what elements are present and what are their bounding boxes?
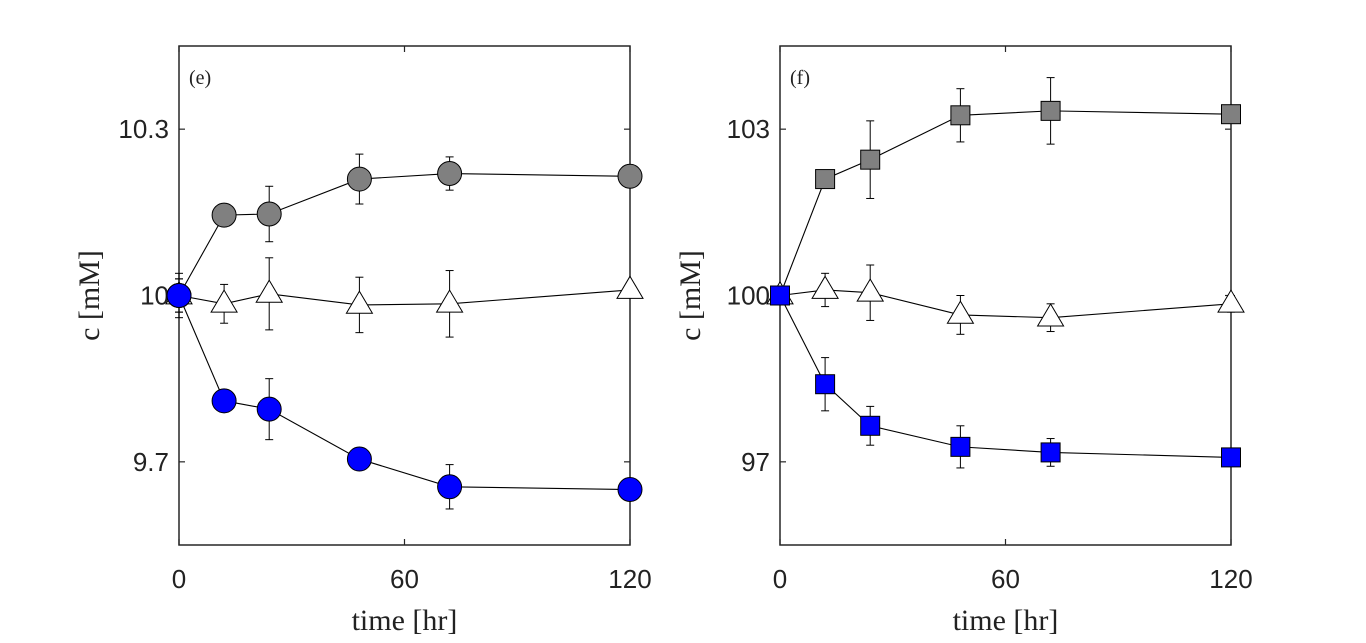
data-point [860, 415, 881, 436]
y-tick-label: 10.3 [118, 114, 169, 144]
data-point [1221, 447, 1241, 468]
series-lower [770, 285, 1241, 469]
data-point [435, 289, 464, 313]
panel-f: 0 60 120 97 100 103 time [hr] c [mM] (f) [674, 45, 1253, 637]
series-upper [166, 153, 643, 313]
x-tick-label: 120 [1209, 564, 1252, 594]
panel-e: 0 60 120 9.7 10 10.3 time [hr] c [mM] (e) [73, 45, 652, 637]
data-point [770, 285, 790, 306]
series-line [779, 295, 1232, 458]
data-point [950, 105, 971, 126]
data-point [617, 163, 643, 189]
x-axis-label: time [hr] [352, 604, 458, 637]
data-point [1036, 303, 1065, 327]
data-point [1217, 289, 1245, 313]
data-point [860, 149, 881, 170]
data-point [256, 396, 282, 422]
data-point [1040, 100, 1061, 121]
x-tick-label: 60 [991, 564, 1020, 594]
series-line [178, 172, 631, 296]
x-tick-label: 0 [773, 564, 787, 594]
data-point [437, 161, 463, 187]
data-point [616, 275, 644, 299]
series-line [178, 289, 631, 306]
panel-label: (f) [790, 67, 810, 89]
data-point [617, 477, 643, 503]
data-point [255, 279, 284, 303]
data-point [346, 166, 372, 192]
data-point [346, 446, 372, 472]
series-line [779, 110, 1232, 296]
y-tick-label: 103 [727, 114, 770, 144]
data-point [815, 169, 836, 190]
x-tick-label: 60 [390, 564, 419, 594]
x-tick-label: 120 [608, 564, 651, 594]
data-point [950, 436, 971, 457]
data-point [256, 201, 282, 227]
data-point [1040, 442, 1061, 463]
series-line [779, 289, 1232, 319]
panel-label: (e) [189, 67, 211, 89]
data-point [345, 290, 374, 314]
data-point [815, 374, 836, 395]
data-point [1221, 104, 1241, 125]
series-middle [766, 264, 1245, 335]
series-upper [770, 77, 1241, 306]
y-tick-label: 9.7 [133, 447, 169, 477]
data-point [211, 202, 237, 228]
y-tick-label: 10 [140, 281, 169, 311]
y-axis-label: c [mM] [674, 250, 707, 341]
series-line [178, 295, 631, 491]
data-point [437, 474, 463, 500]
x-tick-label: 0 [172, 564, 186, 594]
data-point [210, 289, 238, 313]
data-point [856, 278, 885, 302]
plot-frame [779, 45, 1232, 546]
data-point [211, 388, 237, 414]
y-axis-label: c [mM] [73, 250, 106, 341]
data-point [811, 275, 839, 299]
series-middle [165, 257, 644, 338]
x-axis-label: time [hr] [953, 604, 1059, 637]
y-tick-label: 97 [741, 447, 770, 477]
series-lower [166, 278, 643, 510]
data-point [166, 283, 192, 308]
y-tick-label: 100 [727, 281, 770, 311]
data-point [946, 300, 975, 324]
